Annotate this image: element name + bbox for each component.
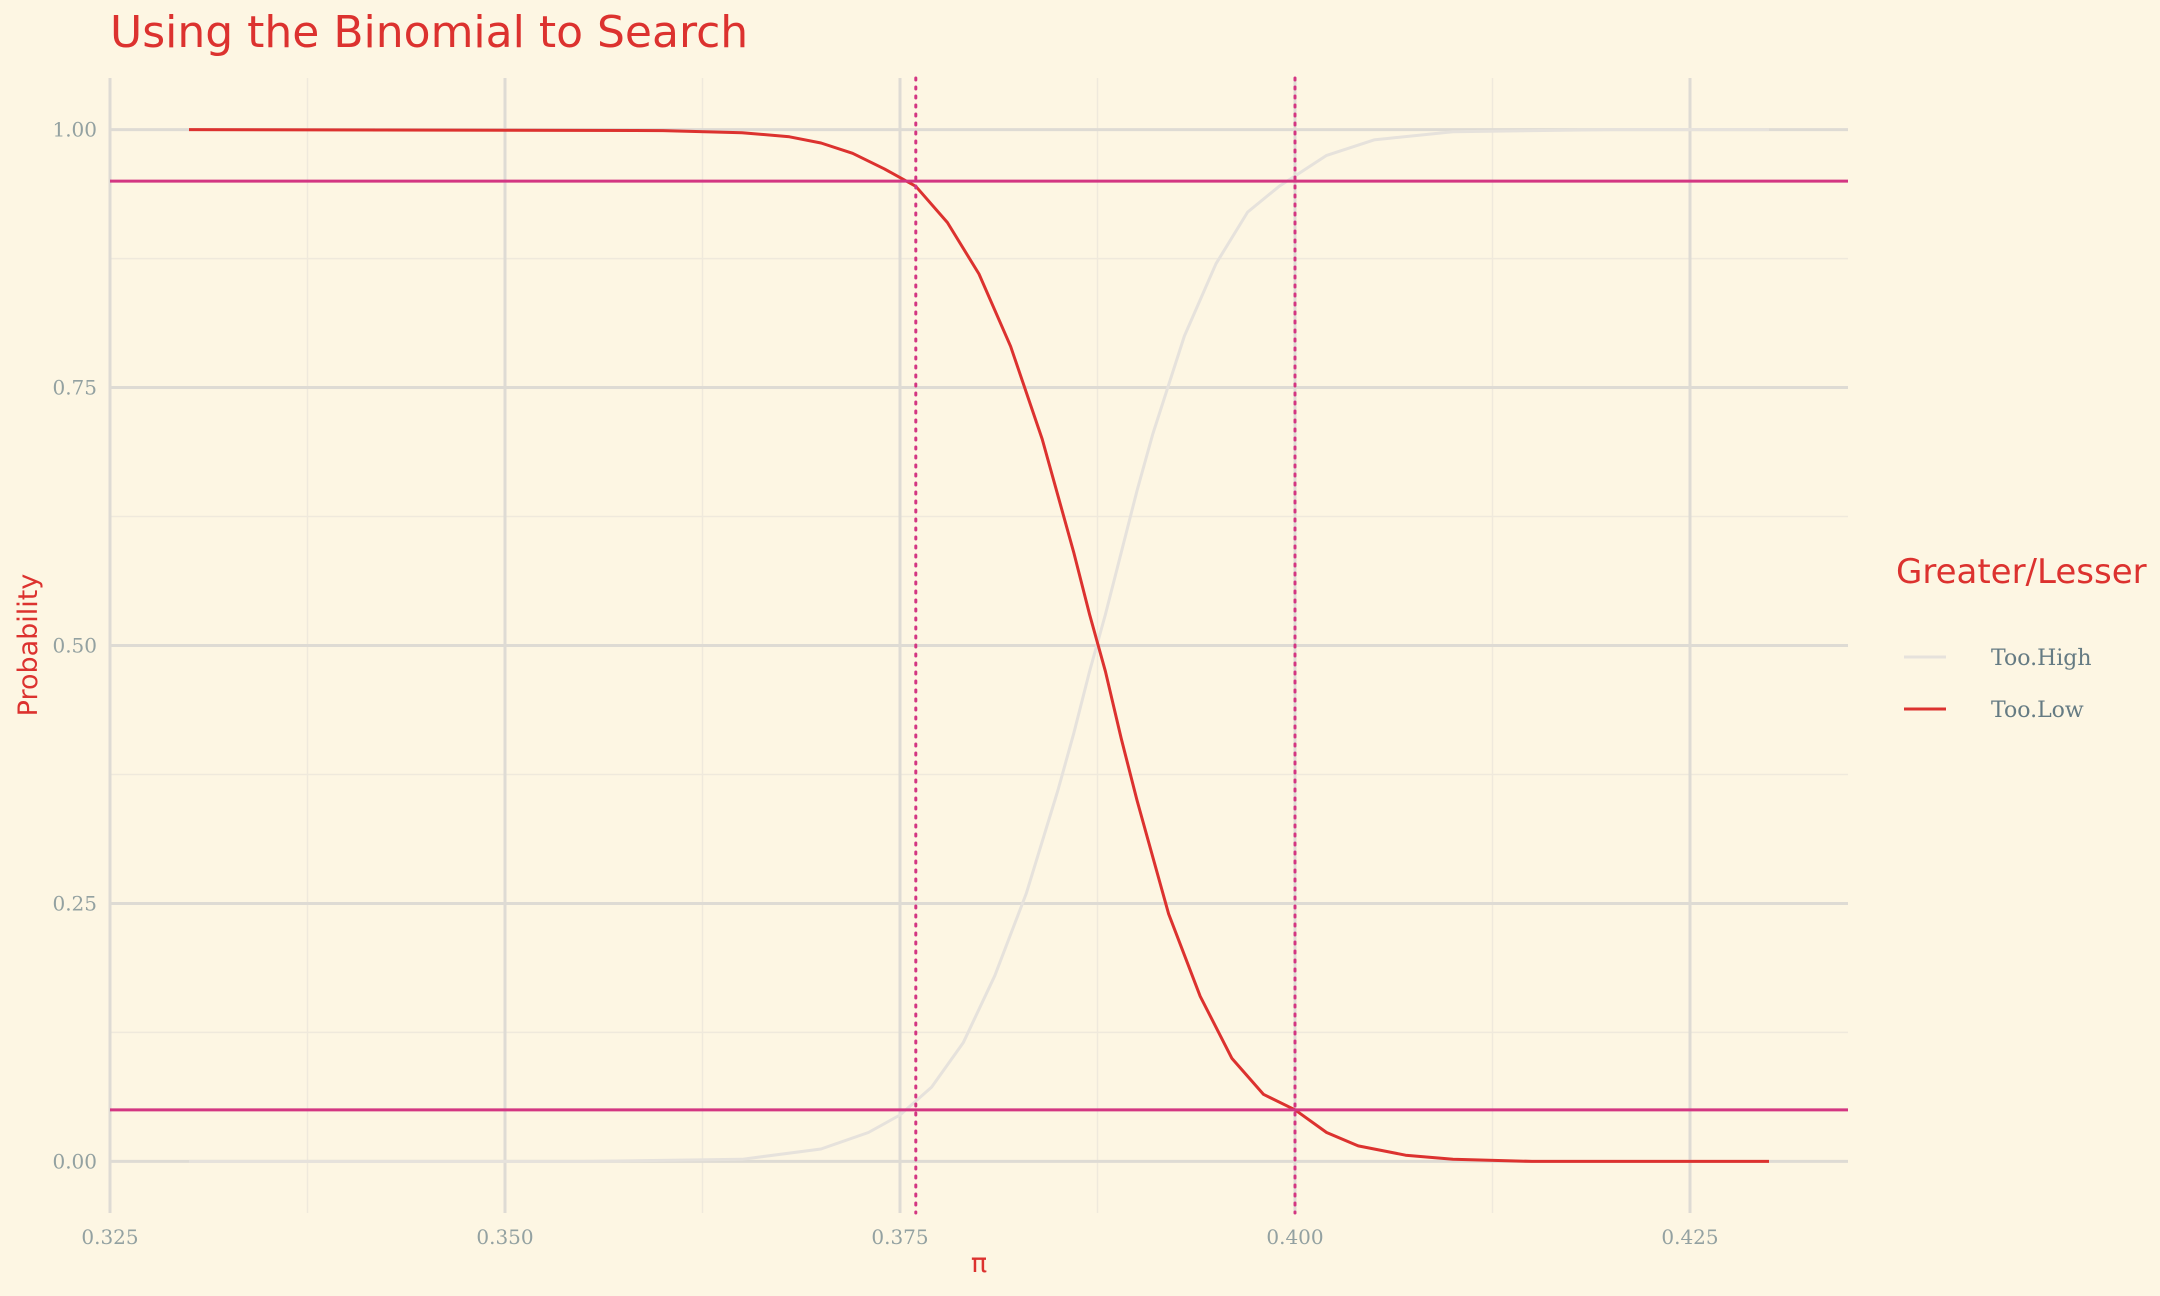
series-line-too-high <box>189 128 1769 1163</box>
y-axis-title: Probability <box>13 574 44 717</box>
y-tick-label: 0.00 <box>52 1149 97 1173</box>
legend-label-too-high: Too.High <box>1991 646 2092 671</box>
reference-lines <box>110 76 1848 1215</box>
x-tick-label: 0.325 <box>81 1225 138 1249</box>
y-tick-label: 0.75 <box>52 376 97 400</box>
legend-label-too-low: Too.Low <box>1991 698 2084 723</box>
y-tick-label: 1.00 <box>52 118 97 142</box>
y-axis-ticks: 0.00 0.25 0.50 0.75 1.00 <box>52 118 97 1174</box>
legend: Greater/Lesser Too.High Too.Low <box>1896 552 2147 723</box>
x-axis-title: π <box>971 1248 987 1279</box>
x-tick-label: 0.375 <box>871 1225 928 1249</box>
chart-title: Using the Binomial to Search <box>110 7 748 58</box>
x-tick-label: 0.425 <box>1661 1225 1718 1249</box>
series-lines <box>188 128 1769 1163</box>
y-tick-label: 0.50 <box>52 634 97 658</box>
x-tick-label: 0.400 <box>1266 1225 1323 1249</box>
series-line-too-low <box>188 128 1769 1163</box>
x-axis-ticks: 0.325 0.350 0.375 0.400 0.425 <box>81 1225 1718 1249</box>
y-tick-label: 0.25 <box>52 891 97 915</box>
x-tick-label: 0.350 <box>476 1225 533 1249</box>
legend-title: Greater/Lesser <box>1896 552 2147 592</box>
